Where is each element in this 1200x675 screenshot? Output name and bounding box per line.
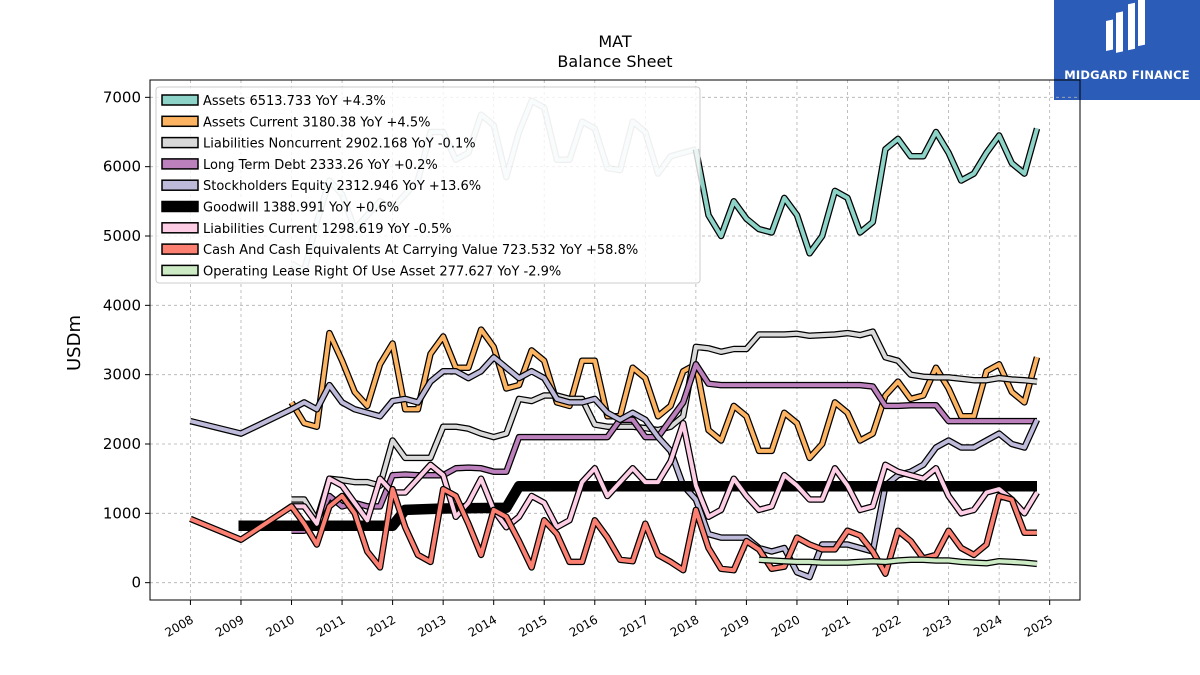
legend-swatch bbox=[161, 179, 199, 191]
legend-entry: Assets Current 3180.38 YoY +4.5% bbox=[203, 115, 430, 130]
series-stroke bbox=[291, 421, 1039, 530]
legend-swatch bbox=[161, 158, 199, 170]
plot-frame bbox=[149, 79, 1081, 601]
x-tick-label: 2021 bbox=[820, 612, 853, 639]
legend-entry: Operating Lease Right Of Use Asset 277.6… bbox=[203, 264, 561, 279]
x-tick-label: 2008 bbox=[162, 612, 195, 639]
legend-swatch bbox=[161, 222, 199, 234]
y-axis-label: USDm bbox=[64, 315, 85, 371]
y-tick-label: 5000 bbox=[103, 227, 141, 245]
legend-swatch bbox=[161, 243, 199, 255]
x-tick-label: 2019 bbox=[718, 612, 751, 639]
series-stroke bbox=[291, 362, 1037, 533]
x-tick-label: 2016 bbox=[567, 612, 600, 639]
x-tick-label: 2017 bbox=[617, 612, 650, 639]
legend-entry: Liabilities Noncurrent 2902.168 YoY -0.1… bbox=[203, 137, 476, 152]
legend-swatch bbox=[161, 136, 199, 149]
x-tick-label: 2015 bbox=[516, 612, 549, 639]
x-tick-label: 2020 bbox=[769, 612, 802, 639]
y-tick-label: 2000 bbox=[103, 435, 141, 453]
series-stroke bbox=[758, 557, 1038, 566]
series-line-7 bbox=[189, 485, 1037, 577]
series-stroke bbox=[693, 127, 1039, 256]
series-stroke bbox=[289, 327, 1039, 460]
x-tick-label: 2013 bbox=[415, 612, 448, 639]
x-tick-label: 2012 bbox=[365, 612, 398, 639]
series-outline bbox=[692, 127, 1041, 257]
y-tick-label: 0 bbox=[131, 574, 141, 592]
x-tick-label: 2011 bbox=[314, 612, 347, 639]
chart-title: MAT bbox=[598, 32, 632, 51]
x-tick-label: 2024 bbox=[971, 612, 1004, 639]
x-tick-label: 2014 bbox=[466, 612, 499, 639]
x-tick-label: 2022 bbox=[870, 612, 903, 639]
x-tick-label: 2023 bbox=[921, 612, 954, 639]
series-line-5 bbox=[238, 481, 1037, 532]
legend-swatch bbox=[161, 264, 199, 277]
series-stroke bbox=[238, 482, 1037, 530]
series-line-3 bbox=[291, 361, 1037, 534]
legend-swatch bbox=[161, 200, 199, 213]
series-line-8 bbox=[758, 556, 1038, 568]
brand-logo: MIDGARD FINANCE bbox=[1054, 0, 1200, 100]
legend-swatch bbox=[161, 115, 199, 128]
y-tick-label: 3000 bbox=[103, 366, 141, 384]
x-tick-label: 2025 bbox=[1022, 612, 1055, 639]
legend-entry: Stockholders Equity 2312.946 YoY +13.6% bbox=[203, 179, 481, 194]
series-stroke bbox=[189, 487, 1037, 576]
legend-entry: Goodwill 1388.991 YoY +0.6% bbox=[203, 201, 399, 216]
brand-mark-icon bbox=[1106, 0, 1145, 53]
series-line-0 bbox=[692, 127, 1041, 257]
series-line-6 bbox=[291, 419, 1040, 531]
series-line-1 bbox=[288, 326, 1041, 462]
legend-entry: Assets 6513.733 YoY +4.3% bbox=[203, 94, 386, 109]
legend-box bbox=[155, 86, 701, 284]
y-tick-label: 6000 bbox=[103, 158, 141, 176]
y-tick-label: 1000 bbox=[103, 504, 141, 522]
chart-subtitle: Balance Sheet bbox=[557, 52, 672, 71]
legend-entry: Long Term Debt 2333.26 YoY +0.2% bbox=[203, 158, 438, 173]
y-tick-label: 7000 bbox=[103, 88, 141, 106]
y-tick-label: 4000 bbox=[103, 296, 141, 314]
x-tick-label: 2018 bbox=[668, 612, 701, 639]
legend-entry: Liabilities Current 1298.619 YoY -0.5% bbox=[203, 222, 452, 237]
brand-name: MIDGARD FINANCE bbox=[1064, 68, 1190, 82]
x-tick-label: 2009 bbox=[213, 612, 246, 639]
legend-swatch bbox=[161, 94, 199, 106]
legend-entry: Cash And Cash Equivalents At Carrying Va… bbox=[203, 243, 638, 258]
x-tick-label: 2010 bbox=[264, 612, 297, 639]
